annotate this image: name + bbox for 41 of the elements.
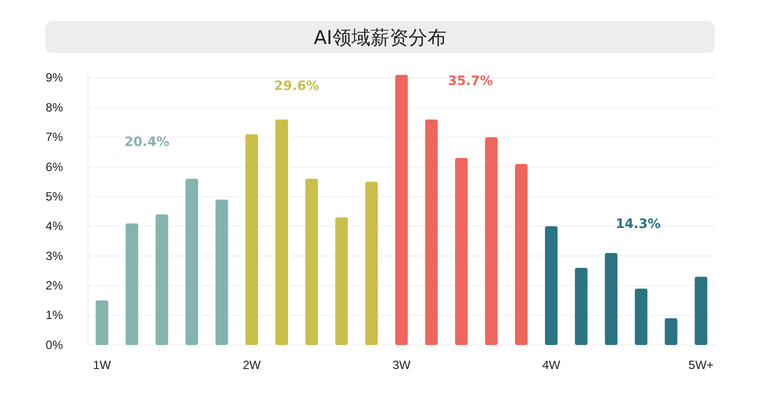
x-tick-label: 1W <box>92 358 112 372</box>
bar <box>425 119 438 345</box>
chart-title: AI领域薪资分布 <box>314 27 446 49</box>
annotation: 29.6% <box>274 79 320 94</box>
bar <box>156 214 168 345</box>
bar <box>275 119 288 345</box>
annotation: 35.7% <box>448 74 493 89</box>
bar <box>186 178 198 345</box>
y-tick-label: 9% <box>46 70 64 85</box>
bar <box>485 137 498 345</box>
bar <box>395 74 408 345</box>
y-tick-label: 7% <box>46 130 64 144</box>
y-tick-label: 3% <box>46 248 64 263</box>
bar <box>126 223 138 345</box>
bar <box>664 318 678 345</box>
x-tick-label: 4W <box>542 358 561 372</box>
bar <box>335 217 348 345</box>
y-tick-label: 2% <box>46 278 64 292</box>
y-tick-label: 1% <box>46 308 64 322</box>
y-tick-label: 6% <box>46 160 64 174</box>
bar <box>365 182 378 345</box>
bar <box>96 300 108 345</box>
bar <box>604 253 618 345</box>
y-tick-label: 8% <box>46 100 64 114</box>
annotation: 14.3% <box>616 217 661 232</box>
y-tick-label: 5% <box>46 189 64 204</box>
x-tick-label: 2W <box>242 358 262 372</box>
bar <box>574 268 588 345</box>
bar <box>515 164 528 345</box>
bar <box>634 288 648 345</box>
x-tick-label: 3W <box>392 358 412 372</box>
bar <box>305 178 318 345</box>
bar <box>245 134 258 345</box>
bar <box>544 226 558 345</box>
y-tick-label: 4% <box>46 219 64 234</box>
y-tick-label: 0% <box>46 338 64 352</box>
bar <box>694 276 708 345</box>
annotation: 20.4% <box>124 135 170 150</box>
bar <box>455 158 468 345</box>
bar <box>215 200 228 345</box>
x-tick-label: 5W+ <box>688 358 714 372</box>
